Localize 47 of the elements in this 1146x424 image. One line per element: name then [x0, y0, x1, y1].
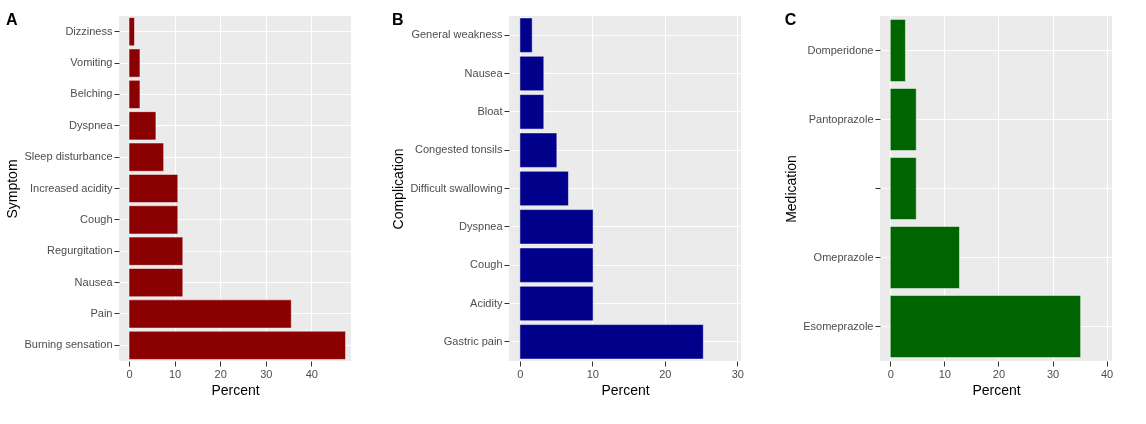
- y-tick-label: Esomeprazole: [803, 319, 874, 332]
- x-axis-title: Percent: [601, 381, 650, 398]
- chart-title: B: [391, 11, 404, 28]
- x-tick-label: 0: [126, 367, 133, 380]
- x-tick-label: 30: [1046, 367, 1060, 380]
- y-tick-label: Sleep disturbance: [24, 150, 113, 163]
- y-tick-label: Cough: [80, 212, 113, 225]
- y-tick-label: Nausea: [464, 66, 504, 79]
- y-tick-label: General weakness: [411, 28, 503, 41]
- y-tick-label: Gastric pain: [443, 334, 503, 347]
- x-tick-label: 0: [517, 367, 524, 380]
- chart-title: C: [784, 11, 797, 28]
- y-tick-label: Cough: [470, 258, 503, 271]
- y-tick-label: Bloat: [477, 104, 503, 117]
- y-tick-label: Burning sensation: [24, 338, 113, 351]
- x-tick-label: 10: [586, 367, 599, 380]
- y-tick-label: Difficult swallowing: [410, 181, 503, 194]
- x-axis-title: Percent: [211, 381, 260, 398]
- x-tick-label: 30: [731, 367, 744, 380]
- y-axis-title: Medication: [783, 155, 800, 223]
- y-tick-label: Belching: [70, 87, 113, 100]
- chart-title: A: [5, 11, 18, 28]
- x-tick-label: 10: [168, 367, 182, 380]
- y-tick-label: Dyspnea: [459, 219, 504, 232]
- x-tick-label: 0: [887, 367, 894, 380]
- y-tick-label: Nausea: [74, 275, 114, 288]
- x-tick-label: 10: [938, 367, 951, 380]
- x-tick-label: 20: [659, 367, 672, 380]
- y-axis-title: Symptom: [4, 159, 21, 219]
- y-tick-label: Dizziness: [65, 24, 113, 37]
- x-tick-label: 40: [1100, 367, 1114, 380]
- y-tick-label: Domperidone: [807, 43, 874, 56]
- y-tick-label: Pantoprazole: [808, 112, 874, 125]
- y-tick-label: Regurgitation: [47, 244, 113, 257]
- y-tick-label: Increased acidity: [29, 181, 113, 194]
- y-tick-label: Acidity: [470, 296, 503, 309]
- y-axis-title: Complication: [390, 148, 407, 230]
- x-tick-label: 20: [992, 367, 1006, 380]
- x-tick-label: 20: [214, 367, 227, 380]
- x-tick-label: 40: [305, 367, 318, 380]
- y-tick-label: Dyspnea: [69, 118, 114, 131]
- y-tick-label: Congested tonsils: [415, 143, 503, 156]
- x-axis-title: Percent: [972, 381, 1021, 398]
- x-tick-label: 30: [260, 367, 273, 380]
- y-tick-label: Pain: [90, 306, 113, 319]
- y-tick-label: Omeprazole: [813, 250, 874, 263]
- y-tick-label: Vomiting: [70, 56, 113, 69]
